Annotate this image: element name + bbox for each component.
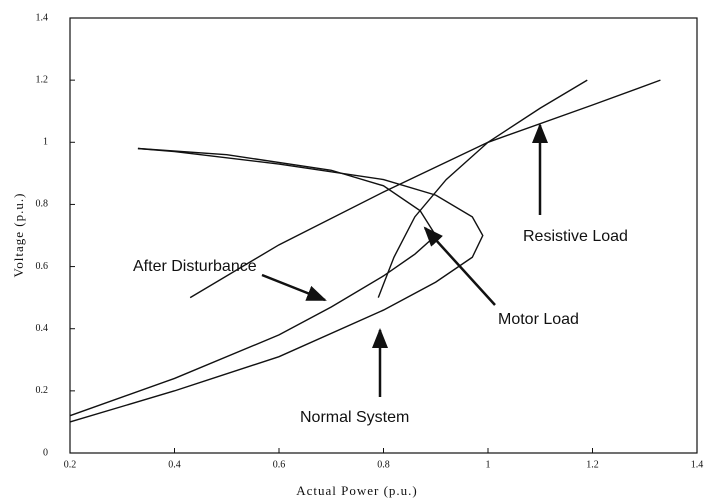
- curve: [69, 147, 437, 417]
- x-tick-label: 1.2: [586, 459, 599, 470]
- annotation: Normal System: [300, 409, 409, 426]
- y-tick-label: 1.2: [36, 74, 49, 85]
- y-tick-label: 0.6: [36, 261, 49, 272]
- y-axis-label: Voltage (p.u.): [11, 193, 26, 278]
- annotation: Motor Load: [498, 311, 579, 328]
- y-tick-label: 0.2: [36, 385, 49, 396]
- y-tick-label: 1: [43, 137, 48, 148]
- arrow: [423, 226, 496, 306]
- x-tick-label: 0.6: [273, 459, 286, 470]
- x-tick-label: 0.4: [168, 459, 181, 470]
- x-tick-label: 1.4: [691, 459, 704, 470]
- curve: [377, 79, 588, 298]
- x-tick-label: 0.2: [64, 459, 77, 470]
- y-tick-label: 1.4: [36, 12, 49, 23]
- y-tick-label: 0: [43, 447, 48, 458]
- annotation: After Disturbance: [133, 258, 257, 275]
- arrow: [261, 273, 327, 302]
- curve: [69, 147, 484, 423]
- y-tick-label: 0.8: [36, 199, 49, 210]
- x-axis-label: Actual Power (p.u.): [296, 483, 418, 498]
- curve: [189, 79, 661, 299]
- y-tick-label: 0.4: [36, 323, 49, 334]
- x-tick-label: 1: [486, 459, 491, 470]
- annotation: Resistive Load: [523, 228, 628, 245]
- x-tick-label: 0.8: [377, 459, 390, 470]
